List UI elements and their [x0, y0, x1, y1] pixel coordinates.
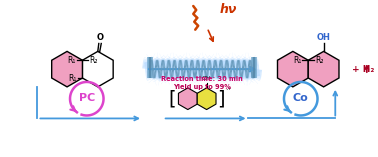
- Text: Yield up to 99%: Yield up to 99%: [173, 84, 231, 90]
- Polygon shape: [197, 88, 216, 110]
- Text: [: [: [168, 89, 176, 108]
- Text: Reaction time: 30 min: Reaction time: 30 min: [161, 76, 243, 82]
- Text: OH: OH: [202, 76, 211, 81]
- Text: hν: hν: [220, 3, 237, 16]
- Text: R₂: R₂: [315, 56, 324, 65]
- Text: O: O: [97, 32, 104, 41]
- Text: R₁: R₁: [68, 73, 76, 83]
- Text: OH: OH: [317, 32, 330, 41]
- Text: PC: PC: [79, 93, 95, 103]
- Polygon shape: [277, 51, 308, 87]
- Text: + H₂: + H₂: [352, 65, 374, 74]
- Polygon shape: [308, 51, 339, 87]
- Text: ·⁺: ·⁺: [225, 86, 232, 95]
- Text: Co: Co: [293, 93, 308, 103]
- Text: R₁: R₁: [67, 56, 76, 65]
- Polygon shape: [178, 88, 197, 110]
- Text: R₂: R₂: [89, 56, 98, 65]
- Polygon shape: [52, 51, 82, 87]
- Text: R₁: R₁: [293, 56, 301, 65]
- Text: ]: ]: [218, 89, 225, 108]
- Polygon shape: [82, 51, 113, 87]
